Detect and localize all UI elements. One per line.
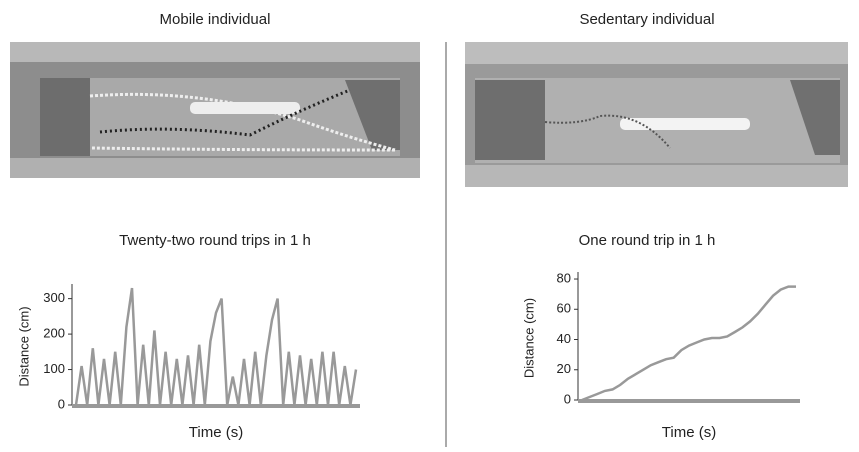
y-tick-label: 300: [43, 290, 65, 305]
sedentary-photo: [465, 42, 848, 187]
y-tick-label: 20: [557, 361, 571, 376]
data-line: [581, 285, 796, 402]
chart-title: One round trip in 1 h: [579, 232, 716, 249]
y-tick-label: 80: [557, 270, 571, 285]
x-axis-label: Time (s): [189, 424, 243, 441]
x-axis-label: Time (s): [662, 424, 716, 441]
panel-title: Sedentary individual: [579, 11, 714, 28]
mobile-photo: [10, 42, 420, 178]
y-tick-label: 60: [557, 301, 571, 316]
data-line: [74, 287, 358, 406]
y-axis-label: Distance (cm): [16, 306, 31, 386]
chart-title: Twenty-two round trips in 1 h: [119, 232, 311, 249]
y-tick-label: 100: [43, 361, 65, 376]
y-tick-label: 0: [564, 391, 571, 406]
y-axis-label: Distance (cm): [521, 298, 536, 378]
y-tick-label: 200: [43, 326, 65, 341]
panel-title: Mobile individual: [160, 11, 271, 28]
y-tick-label: 0: [58, 396, 65, 411]
y-tick-label: 40: [557, 331, 571, 346]
